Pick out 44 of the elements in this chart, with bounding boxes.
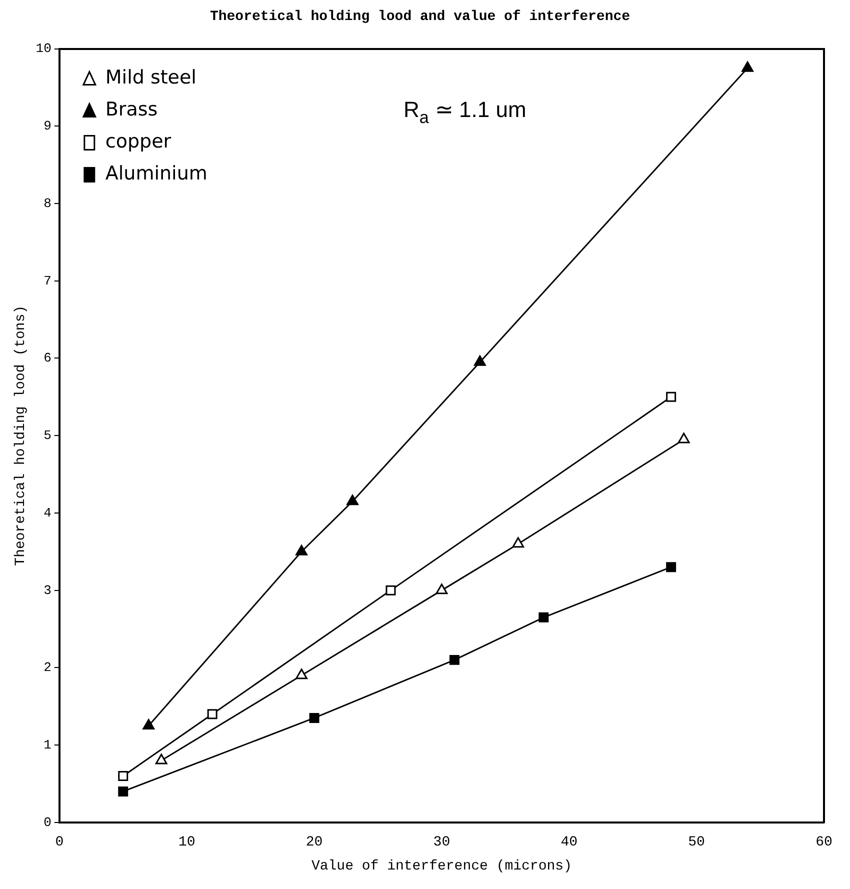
legend-label: Brass xyxy=(105,98,158,121)
point xyxy=(118,770,128,781)
y-tick-label: 8 xyxy=(44,196,52,211)
y-tick-label: 1 xyxy=(44,737,52,752)
point xyxy=(436,584,448,594)
chart-title: Theoretical holding lood and value of interference xyxy=(210,8,630,25)
x-tick-label: 60 xyxy=(816,834,832,851)
point xyxy=(666,392,676,402)
x-tick-label: 40 xyxy=(560,834,578,851)
x-tick-label: 10 xyxy=(178,834,196,851)
y-tick-label: 3 xyxy=(44,582,52,598)
x-tick-label: 50 xyxy=(688,834,705,851)
point xyxy=(512,537,524,548)
point xyxy=(142,718,155,730)
x-tick-label: 20 xyxy=(306,834,323,851)
point xyxy=(309,712,320,723)
point xyxy=(538,612,549,622)
legend-label: Mild steel xyxy=(105,66,196,89)
point xyxy=(386,585,396,596)
point xyxy=(296,544,308,556)
point xyxy=(296,668,308,680)
point xyxy=(346,494,358,506)
x-tick-label: 0 xyxy=(55,834,64,851)
legend-label: copper xyxy=(105,130,172,153)
y-tick-label: 0 xyxy=(44,814,52,830)
y-tick-label: 5 xyxy=(44,428,52,444)
y-axis-title: Theoretical holding lood (tons) xyxy=(13,305,30,566)
x-axis-title: Value of interference (microns) xyxy=(311,858,572,874)
point xyxy=(155,754,168,764)
y-tick-label: 4 xyxy=(44,505,52,520)
point xyxy=(207,709,218,720)
point xyxy=(118,786,128,796)
point xyxy=(666,562,676,572)
legend-label: Aluminium xyxy=(105,162,208,185)
y-tick-label: 6 xyxy=(44,350,52,366)
y-tick-label: 7 xyxy=(44,273,52,288)
point xyxy=(678,432,690,444)
point xyxy=(474,355,486,366)
point xyxy=(449,654,460,665)
y-tick-label: 9 xyxy=(44,118,52,134)
y-tick-label: 2 xyxy=(44,660,52,676)
point xyxy=(742,61,754,72)
y-tick-label: 10 xyxy=(36,41,52,56)
x-tick-label: 30 xyxy=(433,834,450,851)
